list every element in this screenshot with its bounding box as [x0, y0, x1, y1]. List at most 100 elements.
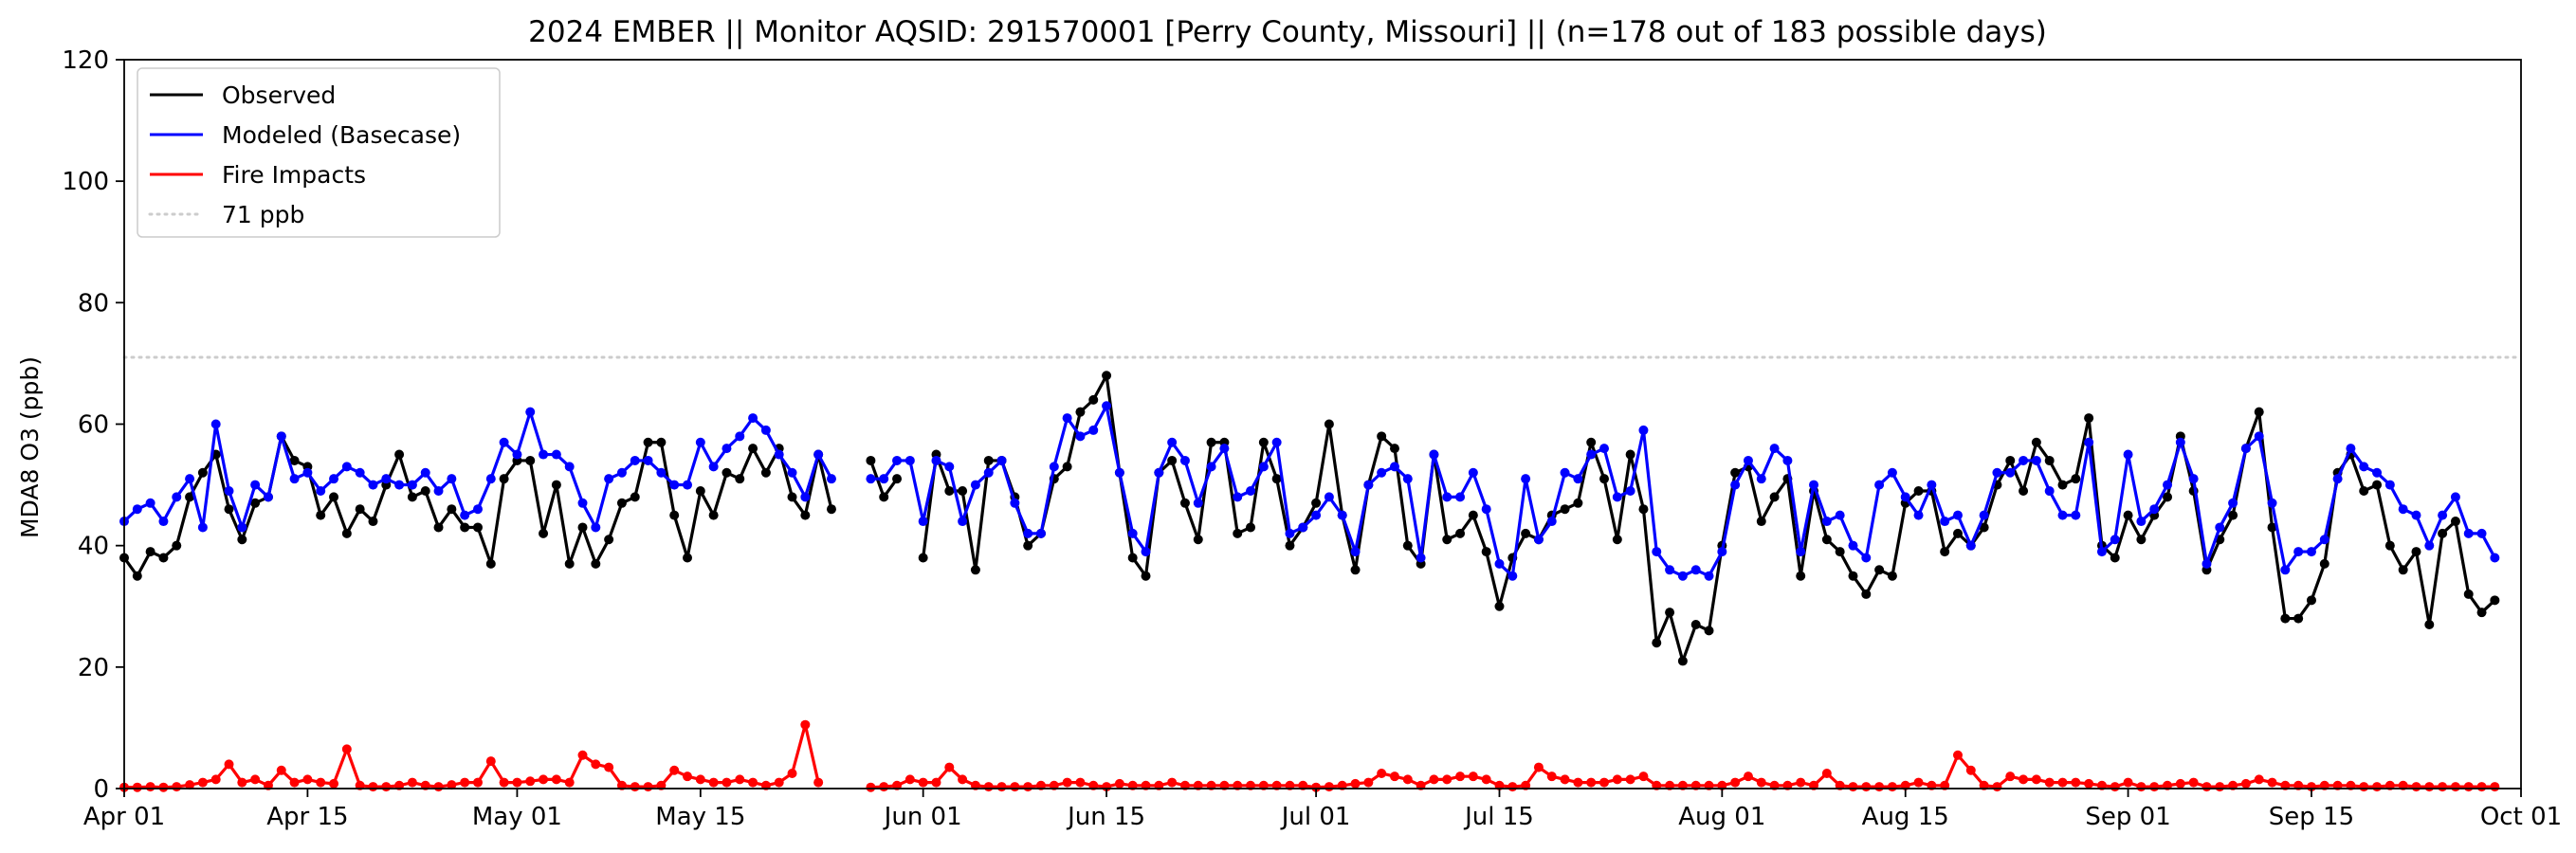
data-point-modeled [1612, 492, 1622, 502]
data-point-modeled [1704, 571, 1714, 581]
data-point-modeled [787, 467, 797, 478]
data-point-fire [447, 780, 457, 790]
data-point-fire [185, 780, 195, 790]
data-point-modeled [1546, 517, 1557, 527]
data-point-observed [2031, 437, 2041, 447]
data-point-fire [1389, 771, 1399, 782]
data-point-modeled [2084, 437, 2094, 447]
data-point-observed [1586, 437, 1597, 447]
data-point-modeled [499, 437, 509, 447]
data-point-fire [669, 765, 680, 775]
data-point-modeled [185, 474, 195, 484]
data-point-observed [800, 510, 811, 520]
data-point-fire [577, 750, 588, 760]
data-point-observed [735, 474, 745, 484]
data-point-modeled [276, 431, 286, 442]
data-point-modeled [1848, 540, 1858, 551]
data-point-observed [1442, 535, 1452, 545]
data-point-modeled [539, 449, 549, 460]
data-point-observed [2319, 558, 2329, 569]
data-point-observed [1246, 522, 1256, 533]
data-point-fire [683, 771, 693, 782]
data-point-observed [970, 565, 980, 575]
data-point-modeled [2306, 547, 2316, 557]
data-point-modeled [2411, 510, 2421, 520]
data-point-observed [525, 455, 536, 465]
data-point-modeled [1521, 474, 1531, 484]
data-point-fire [2240, 778, 2251, 789]
data-point-modeled [1717, 547, 1727, 557]
data-point-fire [1311, 782, 1322, 792]
data-point-modeled [551, 449, 561, 460]
data-point-observed [1769, 492, 1780, 502]
data-point-fire [1952, 750, 1963, 760]
data-point-fire [539, 774, 549, 785]
data-point-fire [918, 777, 928, 788]
data-point-observed [341, 528, 352, 538]
data-point-modeled [2463, 528, 2474, 538]
data-point-fire [2201, 782, 2212, 792]
data-point-modeled [237, 522, 247, 533]
data-point-fire [787, 768, 797, 778]
data-point-modeled [1141, 547, 1151, 557]
y-tick-label: 0 [93, 775, 109, 804]
data-point-observed [289, 455, 300, 465]
data-point-fire [866, 782, 876, 792]
data-point-observed [1193, 535, 1203, 545]
data-point-modeled [1507, 571, 1518, 581]
data-point-modeled [1586, 449, 1597, 460]
legend-label-threshold: 71 ppb [222, 201, 304, 228]
data-point-fire [904, 774, 915, 785]
data-point-observed [1652, 638, 1662, 648]
data-point-fire [996, 782, 1007, 792]
data-point-modeled [2136, 517, 2147, 527]
x-tick-label: Apr 15 [266, 803, 348, 831]
data-point-observed [2005, 455, 2016, 465]
data-point-modeled [958, 517, 968, 527]
data-point-modeled [2346, 444, 2356, 454]
data-point-modeled [591, 522, 601, 533]
data-point-observed [1599, 474, 1610, 484]
data-point-modeled [1913, 510, 1924, 520]
data-point-fire [1468, 771, 1478, 782]
data-point-modeled [2359, 462, 2369, 472]
y-tick-label: 40 [78, 533, 109, 561]
data-point-modeled [1350, 547, 1361, 557]
data-point-fire [1546, 771, 1557, 782]
data-point-modeled [1900, 492, 1910, 502]
data-point-modeled [1154, 467, 1164, 478]
data-point-modeled [1835, 510, 1845, 520]
data-point-modeled [512, 449, 522, 460]
x-tick-label: Jun 15 [1066, 803, 1145, 831]
data-point-fire [1638, 771, 1649, 782]
data-point-modeled [1075, 431, 1086, 442]
data-point-fire [2438, 782, 2448, 792]
data-point-observed [197, 467, 208, 478]
data-point-fire [237, 777, 247, 788]
data-point-observed [1730, 467, 1741, 478]
x-tick-label: Sep 01 [2085, 803, 2170, 831]
data-point-fire [1573, 777, 1583, 788]
x-tick-label: Oct 01 [2480, 803, 2562, 831]
data-point-observed [1311, 498, 1322, 508]
data-point-fire [1324, 782, 1334, 792]
data-point-observed [2136, 535, 2147, 545]
legend-label-modeled: Modeled (Basecase) [222, 121, 461, 149]
data-point-observed [669, 510, 680, 520]
data-point-fire [2450, 782, 2460, 792]
data-point-fire [341, 744, 352, 754]
data-point-observed [892, 474, 903, 484]
data-point-observed [145, 547, 155, 557]
data-point-modeled [1533, 535, 1544, 545]
data-point-modeled [1599, 444, 1610, 454]
data-point-fire [499, 777, 509, 788]
data-point-modeled [2215, 522, 2225, 533]
data-point-modeled [1979, 510, 1989, 520]
data-point-modeled [1560, 467, 1570, 478]
data-point-fire [407, 777, 417, 788]
data-point-modeled [2175, 437, 2185, 447]
data-point-observed [879, 492, 889, 502]
data-point-modeled [983, 467, 994, 478]
data-point-modeled [1246, 485, 1256, 496]
data-point-observed [132, 571, 142, 581]
